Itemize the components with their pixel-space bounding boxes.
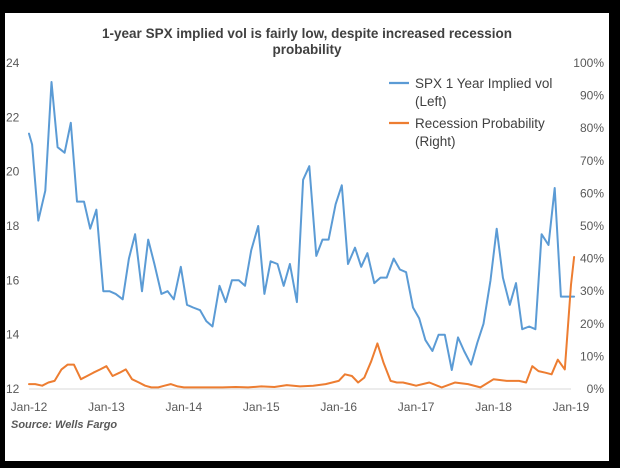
x-tick-label: Jan-13 <box>88 400 125 414</box>
y-right-tick-label: 60% <box>580 186 604 200</box>
line-chart: 1-year SPX implied vol is fairly low, de… <box>6 26 604 431</box>
y-right-tick-label: 10% <box>580 349 604 363</box>
y-right-tick-label: 0% <box>587 382 605 396</box>
y-right-tick-label: 20% <box>580 317 604 331</box>
y-left-tick-label: 14 <box>6 328 20 342</box>
x-tick-label: Jan-15 <box>243 400 280 414</box>
legend: SPX 1 Year Implied vol (Left) Recession … <box>389 76 552 149</box>
y-right-tick-label: 30% <box>580 284 604 298</box>
y-left-tick-label: 12 <box>6 382 20 396</box>
spx-implied-vol-line <box>28 81 576 371</box>
y-right-tick-label: 90% <box>580 89 604 103</box>
y-left-tick-label: 16 <box>6 273 20 287</box>
y-left-tick-label: 18 <box>6 219 20 233</box>
y-right-tick-label: 40% <box>580 252 604 266</box>
legend-label-recession-line-1: Recession Probability <box>415 116 545 131</box>
y-right-tick-label: 80% <box>580 121 604 135</box>
series-lines <box>28 81 576 389</box>
x-tick-label: Jan-18 <box>475 400 512 414</box>
y-left-tick-label: 20 <box>6 165 20 179</box>
y-left-tick-label: 24 <box>6 56 20 70</box>
x-tick-label: Jan-14 <box>166 400 203 414</box>
y-right-tick-label: 100% <box>573 56 604 70</box>
chart-title-line-2: probability <box>272 42 341 57</box>
legend-label-recession-line-2: (Right) <box>415 134 456 149</box>
y-right-tick-label: 50% <box>580 219 604 233</box>
y-axis-left-ticks: 12 14 16 18 20 22 24 <box>6 56 20 396</box>
x-axis-ticks: Jan-12 Jan-13 Jan-14 Jan-15 Jan-16 Jan-17 Jan-… <box>11 400 590 414</box>
y-left-tick-label: 22 <box>6 110 20 124</box>
x-tick-label: Jan-17 <box>398 400 435 414</box>
legend-label-spx-line-1: SPX 1 Year Implied vol <box>415 76 552 91</box>
x-tick-label: Jan-19 <box>553 400 590 414</box>
legend-label-spx-line-2: (Left) <box>415 94 447 109</box>
source-note: Source: Wells Fargo <box>11 419 117 431</box>
chart-card: 1-year SPX implied vol is fairly low, de… <box>5 13 609 461</box>
recession-probability-line <box>28 256 576 389</box>
x-tick-label: Jan-16 <box>320 400 357 414</box>
y-right-tick-label: 70% <box>580 154 604 168</box>
chart-title-line-1: 1-year SPX implied vol is fairly low, de… <box>102 26 512 41</box>
x-tick-label: Jan-12 <box>11 400 48 414</box>
y-axis-right-ticks: 0% 10% 20% 30% 40% 50% 60% 70% 80% 90% 100% <box>573 56 604 396</box>
